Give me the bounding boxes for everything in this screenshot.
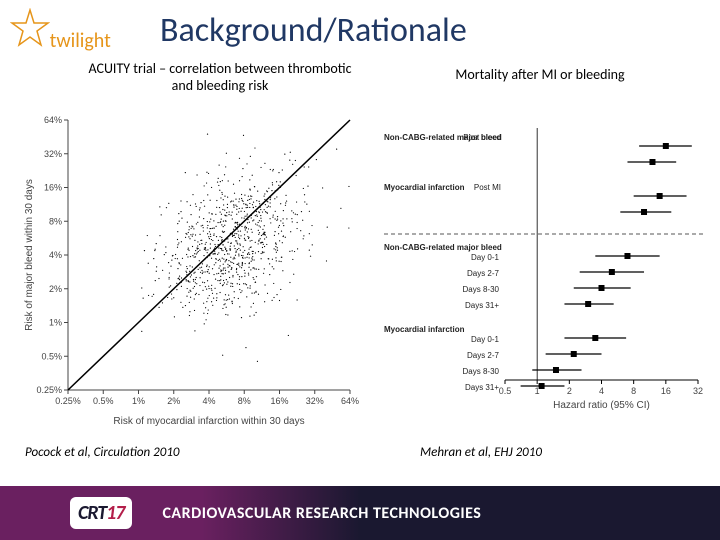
- svg-text:Hazard ratio (95% CI): Hazard ratio (95% CI): [553, 400, 650, 410]
- citation-left-journal: Circulation 2010: [94, 445, 180, 460]
- svg-text:Myocardial infarction: Myocardial infarction: [384, 325, 465, 334]
- footer-title: CARDIOVASCULAR RESEARCH TECHNOLOGIES: [162, 504, 481, 523]
- svg-text:32%: 32%: [44, 149, 62, 159]
- svg-text:Risk of myocardial infarction: Risk of myocardial infarction within 30 …: [113, 416, 304, 427]
- svg-text:16%: 16%: [44, 183, 62, 193]
- crt-year: 17: [106, 501, 124, 525]
- svg-text:Days 8-30: Days 8-30: [463, 285, 500, 294]
- svg-text:Days 31+: Days 31+: [465, 383, 499, 392]
- svg-text:0.5%: 0.5%: [93, 396, 114, 406]
- svg-text:Days 8-30: Days 8-30: [463, 367, 500, 376]
- crt-prefix: CRT: [78, 501, 106, 525]
- twilight-logo: twilight: [10, 8, 111, 53]
- svg-text:2: 2: [567, 386, 572, 396]
- right-chart-title: Mortality after MI or bleeding: [400, 66, 680, 83]
- svg-text:0.5: 0.5: [499, 386, 512, 396]
- svg-text:Days 2-7: Days 2-7: [467, 351, 500, 360]
- citation-right-author: Mehran et al,: [420, 445, 494, 460]
- logo-text: twilight: [50, 29, 111, 53]
- svg-text:2%: 2%: [167, 396, 180, 406]
- slide-title: Background/Rationale: [160, 10, 467, 51]
- svg-text:0.25%: 0.25%: [55, 396, 81, 406]
- svg-text:4%: 4%: [49, 250, 62, 260]
- forest-plot: 0.512481632Hazard ratio (95% CI)Non-CABG…: [380, 120, 710, 410]
- svg-text:64%: 64%: [341, 396, 359, 406]
- svg-text:8: 8: [631, 386, 636, 396]
- svg-text:Non-CABG-related major bleed: Non-CABG-related major bleed: [384, 243, 502, 252]
- citation-left-author: Pocock et al,: [25, 445, 94, 460]
- svg-text:2%: 2%: [49, 284, 62, 294]
- svg-text:Post MI: Post MI: [474, 183, 501, 192]
- left-chart-title: ACUITY trial – correlation between throm…: [80, 60, 360, 94]
- citation-right-journal: EHJ 2010: [494, 445, 542, 460]
- svg-text:16: 16: [661, 386, 671, 396]
- svg-text:64%: 64%: [44, 115, 62, 125]
- svg-text:8%: 8%: [238, 396, 251, 406]
- svg-text:Days 31+: Days 31+: [465, 301, 499, 310]
- star-icon: [10, 8, 50, 48]
- svg-text:32%: 32%: [306, 396, 324, 406]
- svg-text:0.5%: 0.5%: [41, 351, 62, 361]
- svg-text:1%: 1%: [49, 318, 62, 328]
- crt-badge: CRT17: [70, 497, 132, 529]
- svg-text:Day 0-1: Day 0-1: [471, 335, 500, 344]
- svg-text:0.25%: 0.25%: [36, 385, 62, 395]
- svg-text:8%: 8%: [49, 216, 62, 226]
- svg-text:1%: 1%: [132, 396, 145, 406]
- svg-text:Days 2-7: Days 2-7: [467, 269, 500, 278]
- svg-text:Day 0-1: Day 0-1: [471, 253, 500, 262]
- svg-text:Risk of major bleed within 30: Risk of major bleed within 30 days: [24, 179, 35, 331]
- footer-banner: CRT17 CARDIOVASCULAR RESEARCH TECHNOLOGI…: [0, 486, 720, 540]
- svg-text:32: 32: [693, 386, 703, 396]
- svg-text:4: 4: [599, 386, 604, 396]
- svg-text:16%: 16%: [270, 396, 288, 406]
- scatter-chart: 0.25% 0.5% 1% 2% 4% 8% 16% 32% 64% 0.25% 0.5% 1% 2% 4…: [20, 110, 360, 430]
- citation-left: Pocock et al, Circulation 2010: [25, 445, 180, 460]
- svg-text:Myocardial infarction: Myocardial infarction: [384, 183, 465, 192]
- svg-text:4%: 4%: [202, 396, 215, 406]
- svg-text:Post bleed: Post bleed: [463, 133, 501, 142]
- citation-right: Mehran et al, EHJ 2010: [420, 445, 542, 460]
